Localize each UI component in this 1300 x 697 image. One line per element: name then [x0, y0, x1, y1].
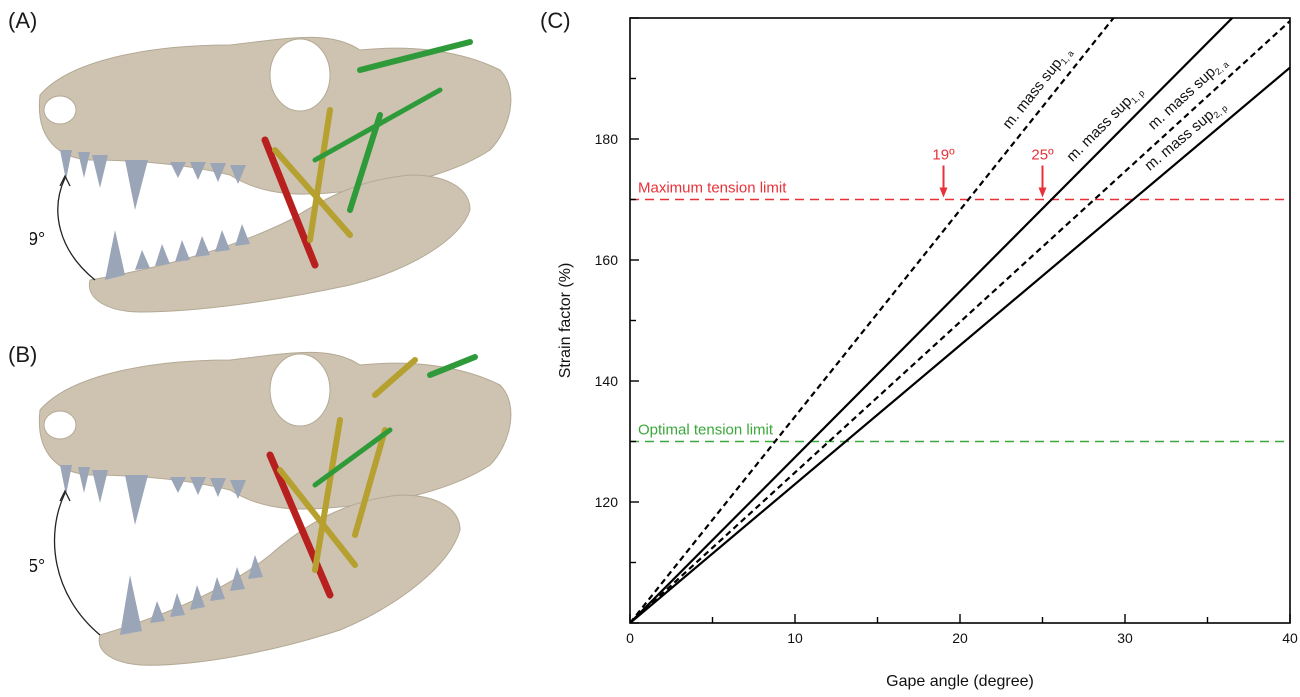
- gape-angle-label-a: 19°: [30, 229, 45, 249]
- skull-illustration-b: 25°: [30, 351, 512, 666]
- series-line-2: [630, 20, 1290, 623]
- panel-label-c: (C): [540, 8, 571, 33]
- series-label-text-3: m. mass sup2, p: [1141, 97, 1229, 175]
- skull-teeth-upper: [60, 150, 246, 210]
- panel-label-b: (B): [8, 342, 38, 367]
- y-tick-label: 180: [595, 131, 619, 147]
- x-tick-label: 0: [626, 630, 634, 646]
- muscle-lines-a: [261, 39, 473, 269]
- gape-arc-b: [53, 492, 101, 636]
- reference-label-1: Optimal tension limit: [638, 422, 774, 439]
- skull-teeth-upper: [60, 465, 246, 525]
- annotation-label-0: 19º: [932, 147, 955, 164]
- y-tick-label: 120: [595, 494, 619, 510]
- x-tick-label: 10: [787, 630, 803, 646]
- y-tick-label: 140: [595, 373, 619, 389]
- skull-teeth-lower: [120, 555, 263, 635]
- skull-teeth-lower: [105, 224, 250, 280]
- gape-angle-label-b: 25°: [30, 556, 45, 576]
- skull-cranium: [38, 351, 512, 510]
- series-label-1: m. mass sup1, p: [1063, 82, 1146, 166]
- series-line-1: [630, 18, 1234, 623]
- series-label-text-0: m. mass sup1, a: [999, 43, 1076, 132]
- muscle-lines-b: [266, 354, 478, 599]
- annotation-arrowhead-1: [1038, 187, 1047, 198]
- series-line-3: [630, 66, 1290, 623]
- gape-arrow-head-a: [59, 174, 71, 187]
- gape-arrow-head-b: [59, 489, 71, 502]
- x-tick-label: 30: [1117, 630, 1133, 646]
- strain-chart: Maximum tension limit Optimal tension lim…: [557, 17, 1298, 690]
- skull-mandible: [88, 174, 471, 313]
- panel-label-a: (A): [8, 8, 38, 33]
- x-tick-label: 20: [952, 630, 968, 646]
- series-label-3: m. mass sup2, p: [1141, 97, 1229, 175]
- x-axis-title: Gape angle (degree): [886, 673, 1034, 690]
- series-label-0: m. mass sup1, a: [999, 43, 1076, 132]
- y-tick-label: 160: [595, 252, 619, 268]
- y-axis-title: Strain factor (%): [557, 263, 574, 379]
- reference-label-0: Maximum tension limit: [638, 180, 787, 197]
- skull-illustration-a: 19°: [30, 36, 512, 313]
- x-tick-label: 40: [1282, 630, 1298, 646]
- skull-cranium: [38, 36, 512, 195]
- annotation-label-1: 25º: [1031, 147, 1054, 164]
- annotation-arrowhead-0: [939, 187, 948, 198]
- series-label-text-1: m. mass sup1, p: [1063, 82, 1146, 166]
- gape-arc-a: [57, 177, 96, 281]
- skull-mandible: [98, 494, 461, 666]
